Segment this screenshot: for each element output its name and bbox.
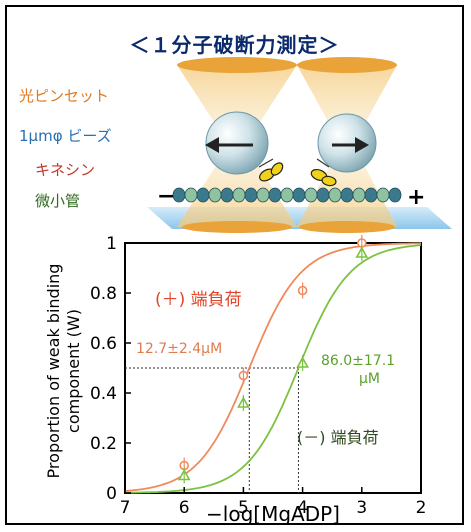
y-tick-label: 0.4 [90,384,117,404]
y-tick-label: 1 [106,234,117,254]
lens-bottom-left [182,221,292,233]
y-tick-label: 0.8 [90,284,117,304]
microtubule-subunit [256,187,270,203]
label-beads: 1μmφ ビーズ [19,127,112,145]
lens-bottom-right [299,221,395,233]
minus-series-name: (－) 端負荷 [297,428,379,447]
x-tick-label: 4 [297,498,308,518]
microtubule-subunit [208,187,222,203]
lens-top-right [297,57,397,73]
chart-y-axis-label-line1: Proportion of weak binding [44,264,63,479]
kinesin-right [310,158,337,187]
microtubule-subunit [328,187,342,203]
y-tick-label: 0.2 [90,434,117,454]
microtubule-subunit [376,187,390,203]
chart-y-axis-label-line2: component (W) [64,309,83,433]
microtubule-minus-end: − [157,184,175,209]
microtubule-subunit [292,187,306,203]
microtubule-subunit [244,187,258,203]
binding-chart: 7 6 5 4 3 2 0 0.2 0.4 0.6 0.8 1 −log[MgADP] Propor… [44,234,427,525]
x-tick-label: 3 [356,498,367,518]
microtubule-subunit [280,187,294,203]
y-tick-label: 0 [106,484,117,504]
microtubule-subunit [196,187,210,203]
fit-curve [124,242,422,492]
force-arrow-right [332,137,369,153]
kinesin-left [258,158,284,182]
label-kinesin: キネシン [35,161,96,179]
x-tick-label: 7 [120,498,131,518]
figure-title: ＜１分子破断力測定＞ [129,33,340,57]
x-tick-label: 6 [179,498,190,518]
microtubule-subunit [304,187,318,203]
microtubule-plus-end: + [407,185,425,210]
label-optical-tweezers: 光ピンセット [19,87,110,105]
force-arrow-left [205,137,253,153]
microtubule-subunit [232,187,246,203]
lens-top-left [177,57,297,73]
bead-left [205,111,269,175]
plus-series-midpoint-label: 12.7±2.4μM [136,341,222,357]
x-tick-label: 2 [416,498,427,518]
microtubule-filament [172,187,402,203]
microtubule-subunit [184,187,198,203]
microtubule-subunit [220,187,234,203]
microtubule-subunit [352,187,366,203]
figure-frame: ＜１分子破断力測定＞ 光ピンセット 1μmφ ビーズ キネシン 微小管 [5,5,464,525]
y-tick-label: 0.6 [90,334,117,354]
bead-right [317,113,377,173]
optical-trap-schematic: − + [147,57,452,233]
fit-curve [125,244,422,494]
microtubule-subunit [316,187,330,203]
chart-x-axis-label: −log[MgADP] [206,502,340,525]
minus-series-midpoint-label-1: 86.0±17.1 [321,353,395,369]
microtubule-subunit [388,187,402,203]
label-microtubule: 微小管 [35,192,81,210]
microtubule-subunit [268,187,282,203]
plus-series-name: (＋) 端負荷 [155,290,242,310]
x-tick-label: 5 [238,498,249,518]
microtubule-subunit [364,187,378,203]
microtubule-subunit [340,187,354,203]
minus-series-midpoint-label-2: μM [359,371,380,387]
